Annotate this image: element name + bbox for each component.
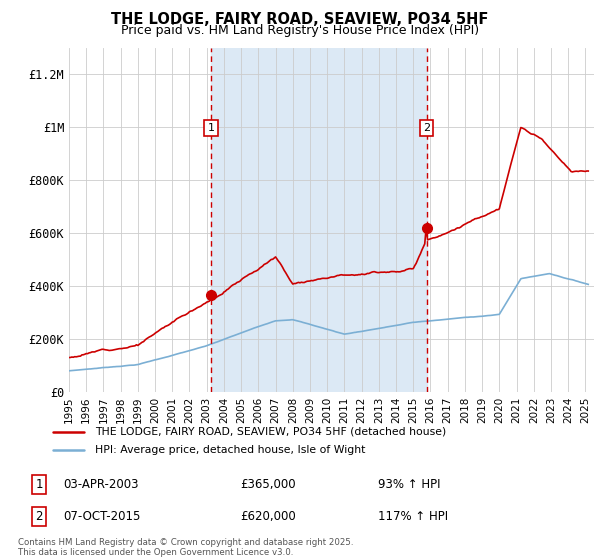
Text: Contains HM Land Registry data © Crown copyright and database right 2025.
This d: Contains HM Land Registry data © Crown c… bbox=[18, 538, 353, 557]
Text: £620,000: £620,000 bbox=[240, 510, 296, 524]
Text: 117% ↑ HPI: 117% ↑ HPI bbox=[378, 510, 448, 524]
Bar bbox=[211, 48, 427, 392]
Text: 2: 2 bbox=[35, 510, 43, 524]
Text: Price paid vs. HM Land Registry's House Price Index (HPI): Price paid vs. HM Land Registry's House … bbox=[121, 24, 479, 37]
Text: THE LODGE, FAIRY ROAD, SEAVIEW, PO34 5HF (detached house): THE LODGE, FAIRY ROAD, SEAVIEW, PO34 5HF… bbox=[95, 427, 446, 437]
Text: THE LODGE, FAIRY ROAD, SEAVIEW, PO34 5HF: THE LODGE, FAIRY ROAD, SEAVIEW, PO34 5HF bbox=[112, 12, 488, 27]
Text: 1: 1 bbox=[35, 478, 43, 491]
Text: 07-OCT-2015: 07-OCT-2015 bbox=[63, 510, 140, 524]
Text: 1: 1 bbox=[208, 123, 215, 133]
Text: 93% ↑ HPI: 93% ↑ HPI bbox=[378, 478, 440, 491]
Text: 2: 2 bbox=[423, 123, 430, 133]
Text: HPI: Average price, detached house, Isle of Wight: HPI: Average price, detached house, Isle… bbox=[95, 445, 365, 455]
Text: £365,000: £365,000 bbox=[240, 478, 296, 491]
Text: 03-APR-2003: 03-APR-2003 bbox=[63, 478, 139, 491]
